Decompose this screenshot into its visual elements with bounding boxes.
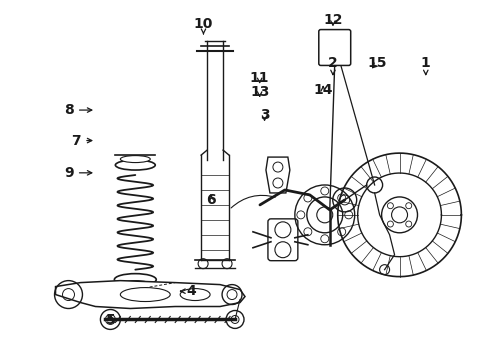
Text: 6: 6 [206, 193, 216, 207]
FancyBboxPatch shape [319, 30, 351, 66]
Text: 13: 13 [250, 85, 270, 99]
Text: 5: 5 [106, 313, 116, 327]
Text: 9: 9 [64, 166, 92, 180]
Ellipse shape [180, 289, 210, 301]
Ellipse shape [121, 156, 150, 163]
Text: 11: 11 [250, 71, 270, 85]
Text: 1: 1 [421, 57, 431, 75]
Ellipse shape [115, 160, 155, 170]
Ellipse shape [121, 288, 170, 302]
Ellipse shape [120, 280, 151, 289]
Text: 3: 3 [260, 108, 270, 122]
Text: 4: 4 [180, 284, 196, 298]
Text: 10: 10 [194, 17, 213, 34]
FancyBboxPatch shape [268, 219, 298, 261]
Text: 12: 12 [323, 13, 343, 27]
Polygon shape [266, 157, 290, 193]
Text: 15: 15 [367, 57, 387, 71]
Polygon shape [55, 280, 245, 309]
Text: 8: 8 [64, 103, 92, 117]
Text: 7: 7 [72, 134, 92, 148]
Text: 2: 2 [328, 57, 338, 75]
Ellipse shape [114, 274, 156, 285]
Text: 14: 14 [314, 84, 333, 97]
